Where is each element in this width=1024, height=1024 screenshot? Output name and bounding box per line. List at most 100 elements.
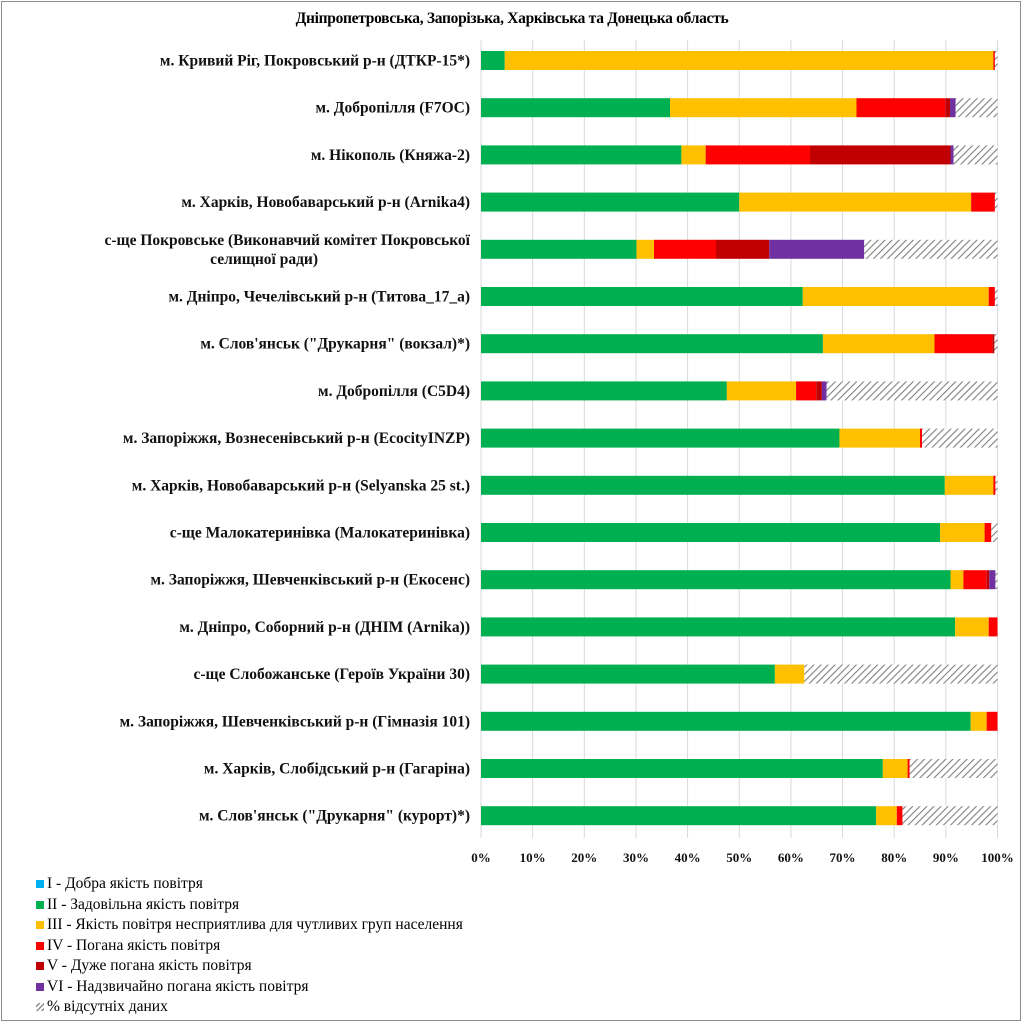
legend-swatch (36, 900, 44, 909)
bar-segment (670, 98, 857, 118)
category-label: м. Харків, Новобаварський р-н (Arnika4) (181, 194, 470, 211)
bar-segment (481, 145, 682, 165)
bar-segment (481, 523, 941, 542)
bar-segment (986, 711, 998, 731)
bar-segment (810, 145, 951, 165)
bars (481, 51, 998, 826)
bar-segment (971, 192, 995, 212)
legend-label: % відсутніх даних (47, 998, 168, 1016)
category-label: с-ще Слобожанське (Героїв України 30) (194, 666, 470, 683)
x-axis-tick-labels: 0% 10% 20% 30% 40% 50% 60% 70% 80% 90% 100% (471, 850, 1014, 865)
bar-segment (481, 192, 740, 212)
category-label: м. Кривий Ріг, Покровський р-н (ДТКР-15*… (160, 53, 470, 70)
legend-label: III - Якість повітря несприятлива для чу… (47, 916, 463, 934)
bar-segment (984, 523, 992, 542)
bar-segment (481, 287, 803, 306)
category-label: с-ще Покровське (Виконавчий комітет Покр… (104, 232, 470, 249)
legend-swatch (36, 880, 44, 889)
bar-segment (481, 239, 637, 259)
legend-item: I - Добра якість повітря (36, 874, 463, 895)
bar-segment (681, 145, 706, 165)
bar-segment (994, 51, 998, 70)
bar-segment (504, 51, 994, 70)
bar-segment (994, 287, 998, 306)
legend-label: VI - Надзвичайно погана якість повітря (47, 977, 309, 995)
legend-item: IV - Погана якість повітря (36, 936, 463, 957)
x-tick-label: 80% (881, 850, 907, 865)
bar-segment (909, 759, 998, 778)
category-label: м. Дніпро, Соборний р-н (ДНІМ (Arnika)) (179, 619, 470, 636)
bar-segment (826, 381, 998, 401)
bar-segment (988, 617, 998, 637)
bar-segment (481, 806, 877, 826)
x-tick-label: 40% (675, 850, 701, 865)
category-label: м. Запоріжжя, Шевченківський р-н (Гімназ… (120, 713, 470, 730)
bar-segment (950, 145, 954, 165)
category-label: м. Слов'янськ ("Друкарня" (вокзал)*) (200, 336, 470, 353)
bar-segment (769, 239, 865, 259)
category-label: м. Дніпро, Чечелівський р-н (Титова_17_а… (169, 289, 471, 306)
category-label: м. Запоріжжя, Вознесенівський р-н (Ecoci… (123, 430, 470, 447)
bar-segment (636, 239, 655, 259)
bar-segment (882, 759, 908, 778)
bar-segment (481, 664, 775, 684)
bar-segment (950, 570, 964, 590)
legend-label: IV - Погана якість повітря (47, 936, 221, 954)
bar-segment (726, 381, 797, 401)
bar-segment (993, 51, 995, 70)
category-label: м. Слов'янськ ("Друкарня" (курорт)*) (199, 808, 470, 825)
category-label: м. Харків, Новобаварський р-н (Selyanska… (132, 477, 470, 494)
bar-segment (481, 51, 505, 70)
category-label: м. Добропілля (C5D4) (318, 383, 470, 400)
bar-segment (796, 381, 817, 401)
category-label: м. Добропілля (F7OC) (315, 100, 470, 117)
bar-segment (989, 570, 996, 590)
x-tick-label: 10% (520, 850, 546, 865)
bar-segment (804, 664, 998, 684)
legend-swatch (36, 941, 44, 950)
bar-segment (907, 759, 910, 778)
legend-swatch (36, 982, 44, 991)
bar-segment (953, 145, 998, 165)
bar-segment (821, 381, 827, 401)
bar-segment (992, 334, 995, 354)
bar-segment (922, 428, 998, 448)
bar-segment (654, 239, 717, 259)
bar-segment (705, 145, 811, 165)
x-tick-label: 20% (571, 850, 597, 865)
bar-segment (944, 475, 994, 495)
legend-label: I - Добра якість повітря (47, 875, 203, 893)
category-label: м. Харків, Слобідський р-н (Гагаріна) (204, 761, 470, 778)
bar-segment (774, 664, 805, 684)
category-label: селищної ради) (210, 251, 318, 268)
x-tick-label: 0% (471, 850, 491, 865)
x-tick-label: 90% (933, 850, 959, 865)
bar-segment (993, 475, 996, 495)
bar-segment (481, 475, 945, 495)
bar-segment (816, 381, 822, 401)
x-tick-label: 50% (726, 850, 752, 865)
bar-segment (864, 239, 998, 259)
legend-item: VI - Надзвичайно погана якість повітря (36, 977, 463, 998)
chart-title: Дніпропетровська, Запорізька, Харківська… (295, 10, 729, 27)
legend-swatch (36, 921, 44, 930)
bar-segment (481, 428, 840, 448)
bar-segment (481, 334, 823, 354)
legend-label: II - Задовільна якість повітря (47, 895, 240, 913)
bar-segment (481, 381, 727, 401)
bar-segment (986, 570, 990, 590)
bar-segment (481, 98, 671, 118)
legend: I - Добра якість повітря II - Задовільна … (36, 874, 463, 1018)
bar-segment (856, 98, 946, 118)
category-label: с-ще Малокатеринівка (Малокатеринівка) (170, 525, 470, 542)
x-tick-label: 70% (830, 850, 856, 865)
bar-segment (481, 617, 956, 637)
x-tick-label: 60% (778, 850, 804, 865)
bar-segment (955, 98, 998, 118)
category-labels: м. Кривий Ріг, Покровський р-н (ДТКР-15*… (104, 53, 470, 825)
bar-segment (963, 570, 987, 590)
x-tick-label: 30% (623, 850, 649, 865)
bar-segment (739, 192, 972, 212)
